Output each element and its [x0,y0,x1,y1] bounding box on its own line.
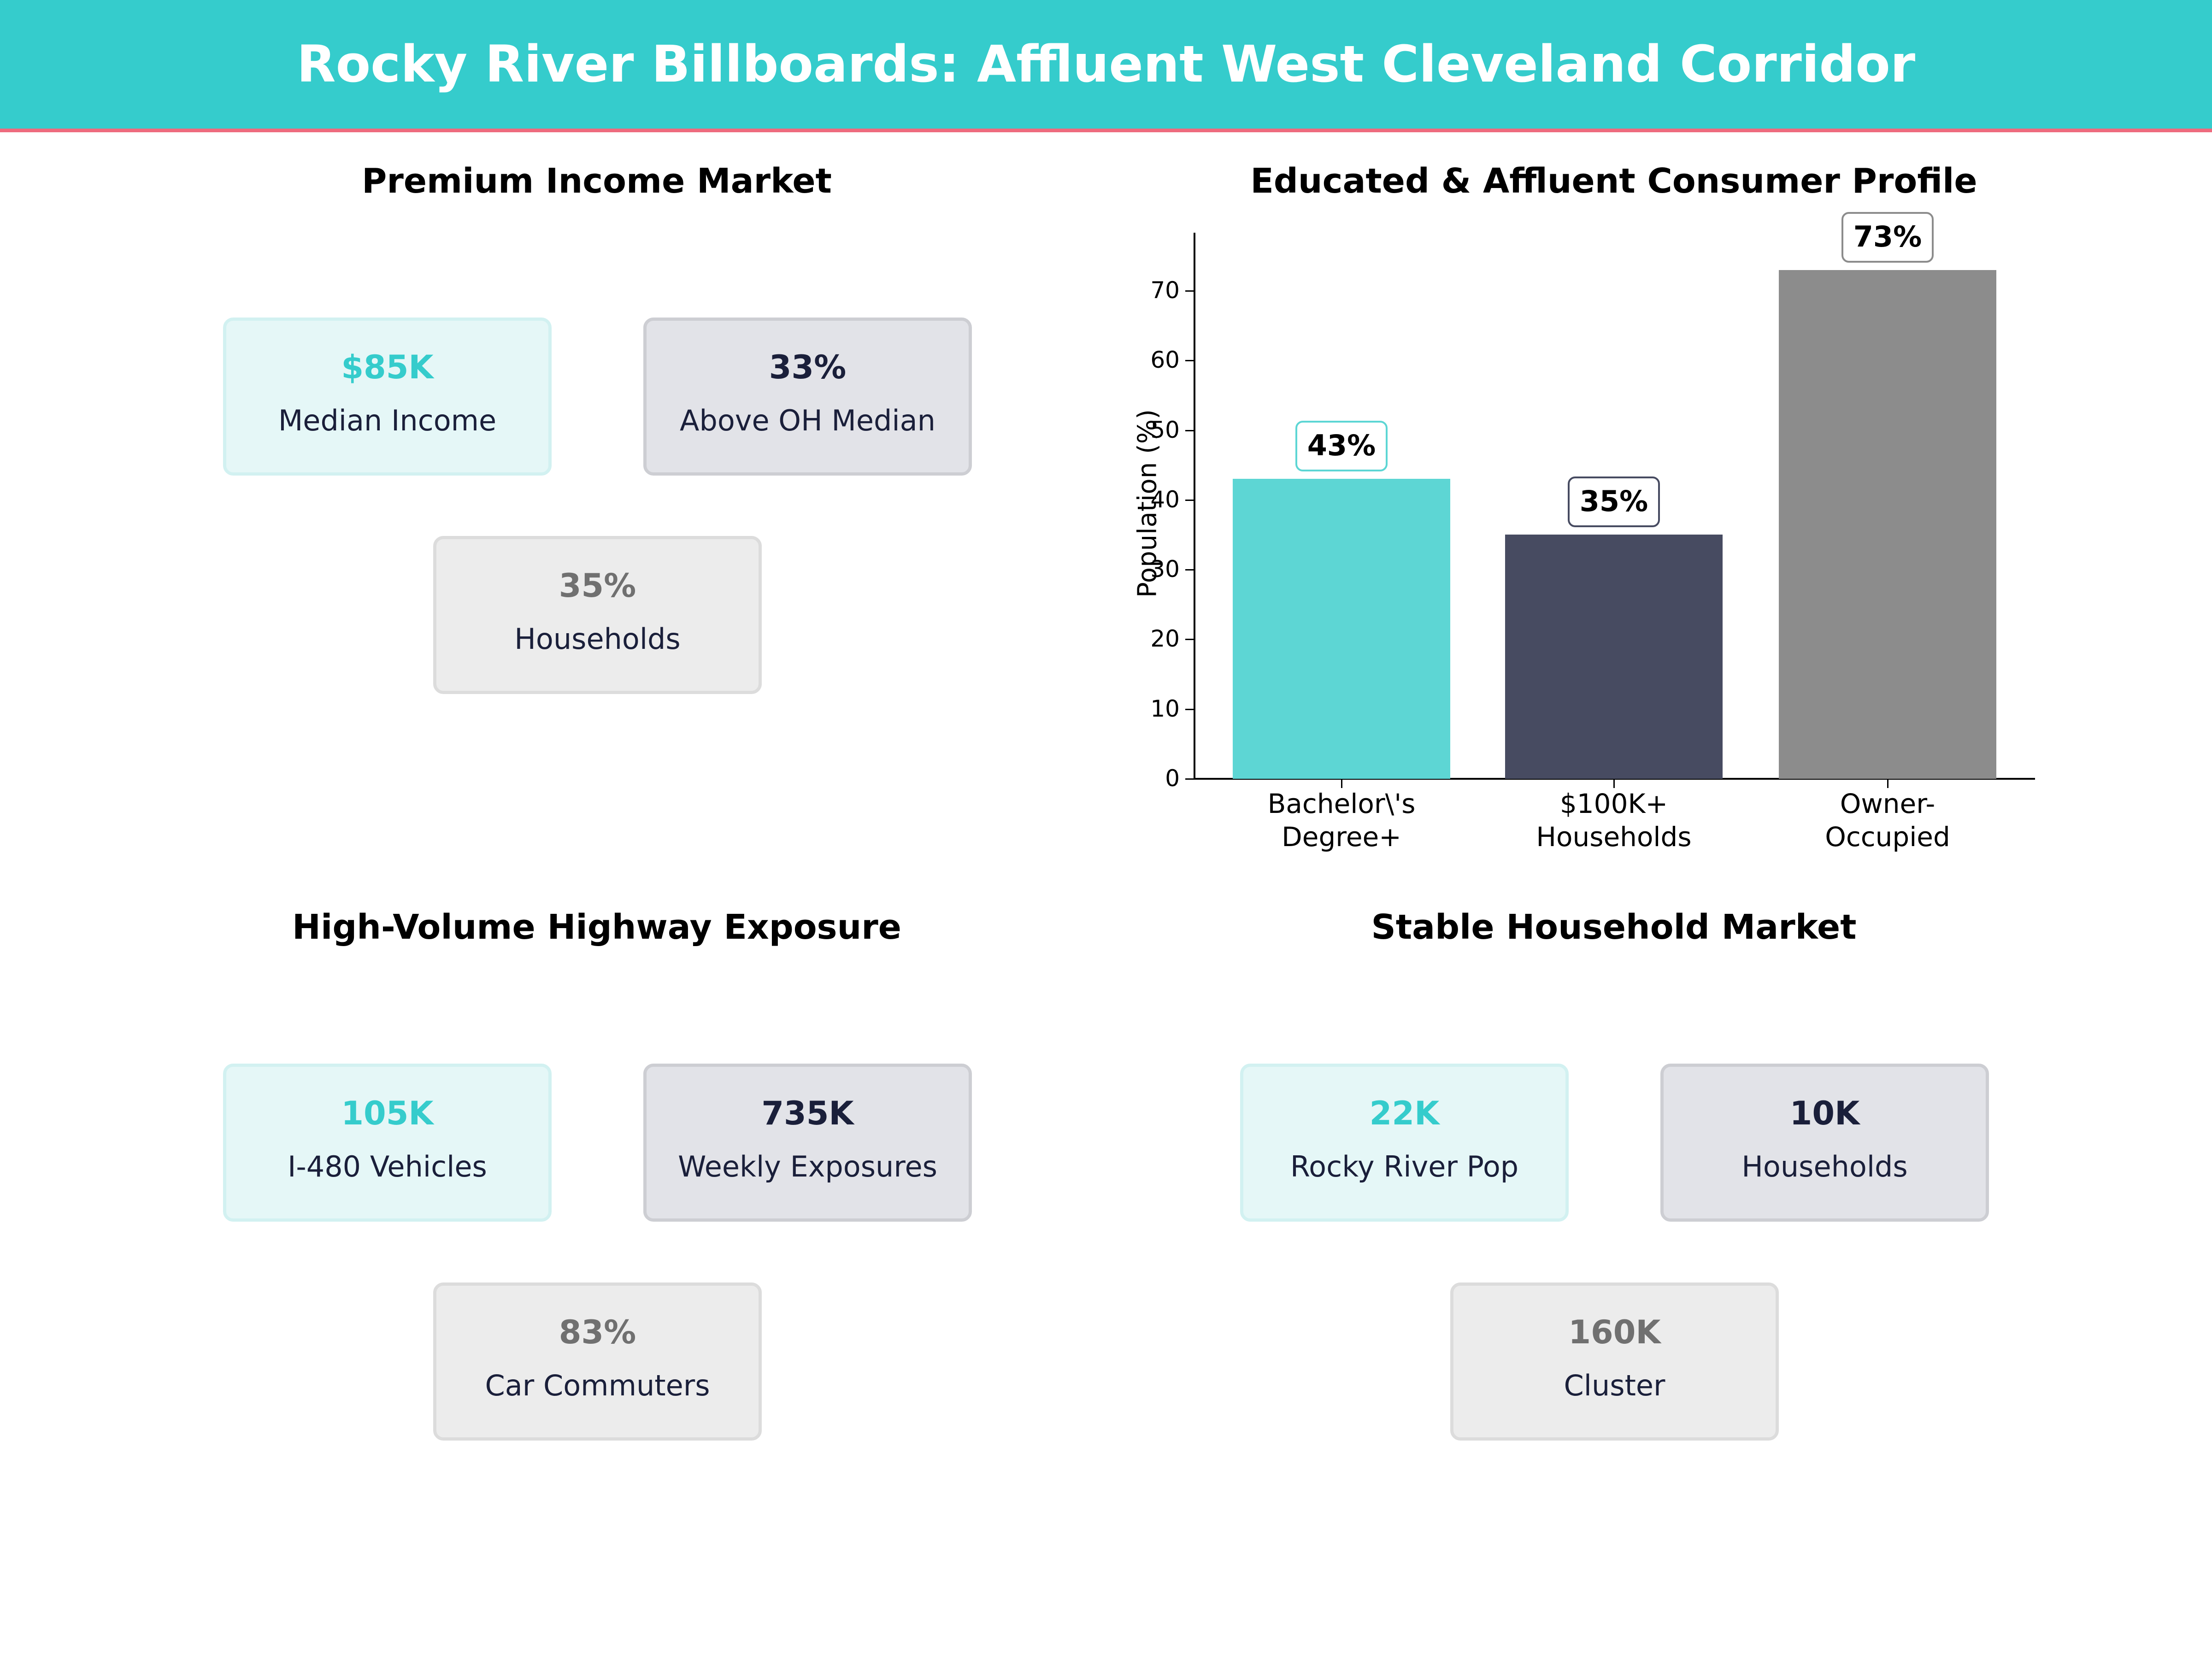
highway-card-commuters: 83% Car Commuters [433,1282,762,1441]
card-label: Rocky River Pop [1290,1150,1519,1183]
income-card-median: $85K Median Income [223,318,552,476]
bar-value-label: 35% [1568,477,1660,528]
y-tick [1185,639,1194,641]
page-title: Rocky River Billboards: Affluent West Cl… [296,35,1916,94]
y-tick-label: 60 [1150,347,1180,374]
card-label: I-480 Vehicles [288,1150,487,1183]
card-label: Median Income [278,404,497,437]
x-tick [1887,780,1888,788]
card-value: 105K [341,1094,434,1132]
x-axis [1194,778,2035,780]
y-tick [1185,778,1194,780]
x-tick-label: $100K+ Households [1536,788,1692,853]
y-tick-label: 10 [1150,695,1180,722]
bar-value-label: 43% [1295,421,1388,472]
y-tick-label: 20 [1150,625,1180,653]
y-tick-label: 50 [1150,416,1180,443]
x-tick [1613,780,1615,788]
y-tick-label: 0 [1165,765,1180,792]
card-value: 735K [761,1094,854,1132]
card-label: Households [514,622,681,656]
card-value: 83% [559,1313,636,1351]
card-label: Cluster [1564,1369,1665,1402]
highway-card-exposures: 735K Weekly Exposures [643,1064,972,1222]
card-label: Car Commuters [485,1369,710,1402]
bar-value-label: 73% [1841,212,1934,263]
header-banner [0,0,2212,129]
y-tick-label: 70 [1150,276,1180,304]
household-card-households: 10K Households [1660,1064,1989,1222]
y-tick [1185,499,1194,501]
y-tick [1185,569,1194,571]
highway-card-vehicles: 105K I-480 Vehicles [223,1064,552,1222]
card-value: 160K [1568,1313,1661,1351]
y-tick [1185,708,1194,710]
header-accent-line [0,129,2212,132]
household-panel-title: Stable Household Market [1371,907,1857,947]
y-tick [1185,429,1194,431]
household-card-population: 22K Rocky River Pop [1240,1064,1569,1222]
y-tick [1185,290,1194,292]
income-card-households: 35% Households [433,536,762,694]
card-label: Households [1741,1150,1908,1183]
highway-panel-title: High-Volume Highway Exposure [292,907,901,947]
income-card-above-median: 33% Above OH Median [643,318,972,476]
card-label: Above OH Median [680,404,935,437]
y-tick [1185,360,1194,362]
y-tick-label: 40 [1150,486,1180,513]
x-tick-label: Owner- Occupied [1825,788,1950,853]
household-card-cluster: 160K Cluster [1450,1282,1779,1441]
y-axis [1194,233,1195,780]
card-value: 10K [1789,1094,1860,1132]
bar [1233,479,1450,779]
card-value: 33% [769,348,847,386]
chart-title: Educated & Affluent Consumer Profile [1250,161,1977,201]
x-tick-label: Bachelor\'s Degree+ [1267,788,1416,853]
income-panel-title: Premium Income Market [362,161,832,201]
card-value: 22K [1369,1094,1440,1132]
card-value: 35% [559,567,636,605]
bar [1779,270,1996,779]
card-value: $85K [341,348,434,386]
y-tick-label: 30 [1150,556,1180,583]
card-label: Weekly Exposures [678,1150,937,1183]
bar [1505,535,1723,779]
x-tick [1341,780,1342,788]
